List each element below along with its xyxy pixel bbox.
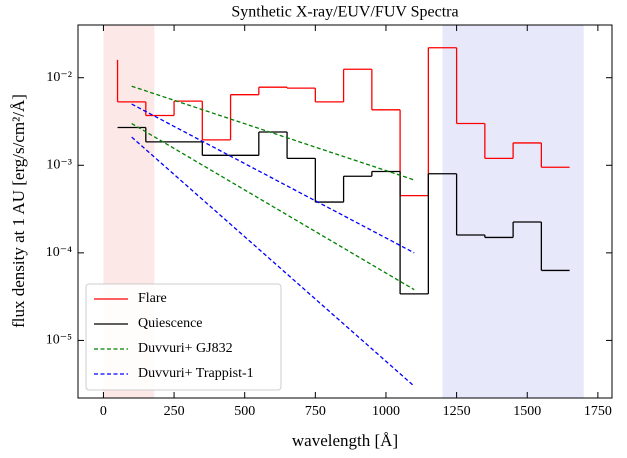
- y-axis-label: flux density at 1 AU [erg/s/cm²/Å]: [9, 94, 28, 328]
- plot-frame: [77, 24, 613, 399]
- y-tick-label: 10⁻⁴: [46, 245, 72, 260]
- series-line: [131, 136, 415, 387]
- series-line: [131, 103, 415, 254]
- x-tick-label: 500: [234, 404, 255, 419]
- y-tick-label: 10⁻³: [46, 158, 72, 173]
- chart-title: Synthetic X-ray/EUV/FUV Spectra: [231, 4, 458, 21]
- x-tick-label: 250: [164, 404, 185, 419]
- x-tick-label: 1500: [513, 404, 541, 419]
- y-tick-label: 10⁻²: [46, 70, 72, 85]
- legend-label: Quiescence: [138, 316, 203, 331]
- x-axis-label: wavelength [Å]: [292, 431, 398, 450]
- legend-label: Flare: [138, 291, 167, 306]
- legend-label: Duvvuri+ GJ832: [138, 341, 233, 356]
- x-tick-label: 750: [305, 404, 326, 419]
- legend-label: Duvvuri+ Trappist-1: [138, 366, 254, 381]
- series-line: [131, 85, 415, 181]
- x-tick-label: 1000: [372, 404, 400, 419]
- legend-box: [85, 283, 282, 391]
- series-line: [131, 122, 415, 291]
- x-tick-label: 1750: [584, 404, 612, 419]
- y-tick-label: 10⁻⁵: [46, 333, 72, 348]
- legend: Flare Quiescence Duvvuri+ GJ832 Duvvuri+ Tr…: [85, 283, 282, 391]
- shaded-region: [442, 25, 584, 398]
- x-tick-label: 1250: [443, 404, 471, 419]
- x-tick-label: 0: [100, 404, 107, 419]
